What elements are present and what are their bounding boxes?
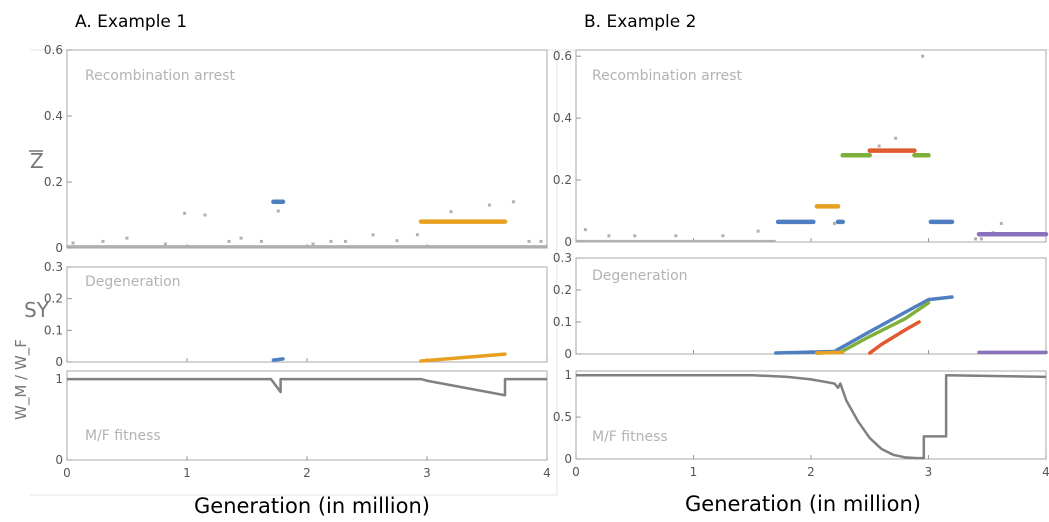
data-point-gray	[329, 239, 333, 243]
subplot-2: 0 1 0 1 2 3 4 M/F fitness	[55, 370, 551, 480]
trend-red	[868, 320, 921, 355]
subplot-5: 0 0.5 1 0 1 2 3 4 M/F fitness	[553, 368, 1049, 479]
y-label-z: Z	[30, 149, 44, 173]
y-tick-label: 0.1	[44, 323, 63, 337]
y-tick-label: 0.6	[44, 43, 63, 57]
trend-blue	[271, 357, 285, 362]
y-tick-label: 0	[55, 241, 63, 255]
subplot-note: Degeneration	[85, 274, 181, 290]
plots-layer: 0 0.2 0.4 0.6 Recombination arrest 0 0.1 0.2 0.3…	[44, 43, 1049, 480]
data-point-gray	[239, 236, 243, 240]
y-tick-label: 0.5	[553, 410, 572, 424]
y-tick-label: 0.4	[44, 109, 63, 123]
x-axis-title-a: Generation (in million)	[194, 494, 430, 518]
y-label-fitness: W_M / W_F	[12, 339, 31, 420]
data-point-gray	[227, 239, 231, 243]
subplot-note: Recombination arrest	[85, 68, 236, 84]
data-point-gray	[276, 209, 280, 213]
y-tick-label: 0.2	[553, 173, 572, 187]
data-point-gray	[979, 237, 983, 241]
y-tick-label: 0.3	[553, 251, 572, 265]
subplot-note: M/F fitness	[85, 428, 161, 444]
y-tick-label: 0.4	[553, 111, 572, 125]
data-point-gray	[756, 229, 760, 233]
y-tick-label: 1	[564, 368, 572, 382]
data-point-gray	[583, 228, 587, 232]
x-tick-label: 4	[1042, 465, 1049, 479]
x-tick-label: 3	[423, 466, 431, 480]
y-tick-label: 0	[564, 452, 572, 466]
y-tick-label: 0	[55, 453, 63, 467]
data-point-gray	[721, 234, 725, 238]
y-tick-label: 0.2	[44, 175, 63, 189]
x-tick-label: 1	[183, 466, 191, 480]
trend-orange	[419, 352, 507, 363]
y-tick-label: 0.2	[553, 283, 572, 297]
data-point-gray	[371, 233, 375, 237]
data-point-gray	[974, 237, 977, 241]
data-point-gray	[125, 236, 129, 240]
data-point-gray	[999, 221, 1003, 225]
x-tick-label: 2	[807, 465, 815, 479]
x-tick-label: 2	[303, 466, 311, 480]
y-tick-label: 0	[564, 235, 572, 249]
data-point-gray	[833, 221, 836, 225]
subplot-note: M/F fitness	[592, 429, 668, 445]
data-point-gray	[607, 234, 611, 238]
y-tick-label: 0.1	[553, 315, 572, 329]
x-tick-label: 0	[572, 465, 580, 479]
plot-frame	[575, 370, 1047, 460]
subplot-note: Recombination arrest	[592, 68, 743, 84]
panel-a-title: A. Example 1	[75, 12, 187, 32]
x-tick-label: 3	[925, 465, 933, 479]
subplot-0: 0 0.2 0.4 0.6 Recombination arrest	[44, 43, 548, 255]
y-tick-label: 0	[55, 355, 63, 369]
data-point-gray	[674, 234, 678, 238]
data-point-gray	[343, 239, 347, 243]
subplot-3: 0 0.2 0.4 0.6 Recombination arrest	[553, 49, 1049, 249]
data-point-gray	[877, 144, 881, 148]
y-tick-label: 0.6	[553, 49, 572, 63]
data-point-gray	[894, 136, 898, 140]
data-point-gray	[487, 203, 491, 207]
y-tick-label: 0.2	[44, 292, 63, 306]
data-point-gray	[511, 200, 515, 204]
data-point-gray	[203, 213, 207, 217]
data-point-gray	[71, 241, 75, 245]
data-point-gray	[539, 239, 543, 243]
subplot-1: 0 0.1 0.2 0.3 Degeneration	[44, 260, 548, 369]
data-point-gray	[101, 239, 105, 243]
y-label-sy: SY	[24, 298, 50, 322]
subplot-4: 0 0.1 0.2 0.3 Degeneration	[553, 251, 1048, 361]
y-tick-label: 0.3	[44, 260, 63, 274]
data-point-gray	[921, 54, 925, 58]
trend-orange	[815, 350, 845, 355]
x-axis-title-b: Generation (in million)	[685, 492, 921, 516]
plot-frame	[66, 370, 548, 461]
data-point-gray	[259, 239, 263, 243]
data-point-gray	[183, 211, 187, 215]
panel-b-title: B. Example 2	[584, 12, 696, 32]
data-point-gray	[449, 210, 453, 214]
data-point-gray	[395, 239, 399, 243]
fitness-line	[67, 377, 547, 397]
subplot-note: Degeneration	[592, 268, 688, 284]
x-tick-label: 4	[543, 466, 551, 480]
data-point-gray	[163, 242, 167, 246]
x-tick-label: 0	[63, 466, 71, 480]
y-tick-label: 0	[564, 347, 572, 361]
x-tick-label: 1	[690, 465, 698, 479]
fitness-line	[576, 373, 1047, 460]
data-point-gray	[527, 239, 531, 243]
data-point-gray	[415, 233, 419, 237]
data-point-gray	[311, 242, 315, 246]
data-point-gray	[633, 234, 637, 238]
y-tick-label: 1	[55, 372, 63, 386]
